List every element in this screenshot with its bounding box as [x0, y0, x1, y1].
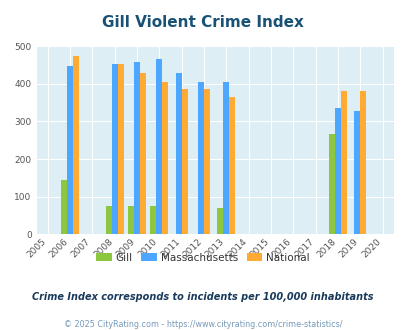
Bar [61, 180, 67, 234]
Text: Crime Index corresponds to incidents per 100,000 inhabitants: Crime Index corresponds to incidents per… [32, 292, 373, 302]
Bar [175, 73, 181, 234]
Bar [340, 91, 346, 234]
Bar [181, 89, 187, 234]
Bar [128, 206, 134, 234]
Bar [360, 91, 365, 234]
Bar [111, 64, 117, 234]
Text: © 2025 CityRating.com - https://www.cityrating.com/crime-statistics/: © 2025 CityRating.com - https://www.city… [64, 320, 341, 329]
Bar [162, 82, 168, 234]
Bar [156, 59, 162, 234]
Bar [105, 206, 111, 234]
Bar [117, 64, 124, 234]
Bar [73, 56, 79, 234]
Bar [354, 111, 360, 234]
Bar [334, 108, 340, 234]
Bar [223, 82, 229, 234]
Text: Gill Violent Crime Index: Gill Violent Crime Index [102, 15, 303, 30]
Bar [204, 89, 209, 234]
Bar [150, 206, 156, 234]
Bar [229, 97, 235, 234]
Bar [67, 66, 73, 234]
Legend: Gill, Massachusetts, National: Gill, Massachusetts, National [92, 249, 313, 267]
Bar [217, 208, 223, 234]
Bar [140, 73, 146, 234]
Bar [134, 62, 140, 234]
Bar [198, 82, 204, 234]
Bar [328, 134, 334, 234]
